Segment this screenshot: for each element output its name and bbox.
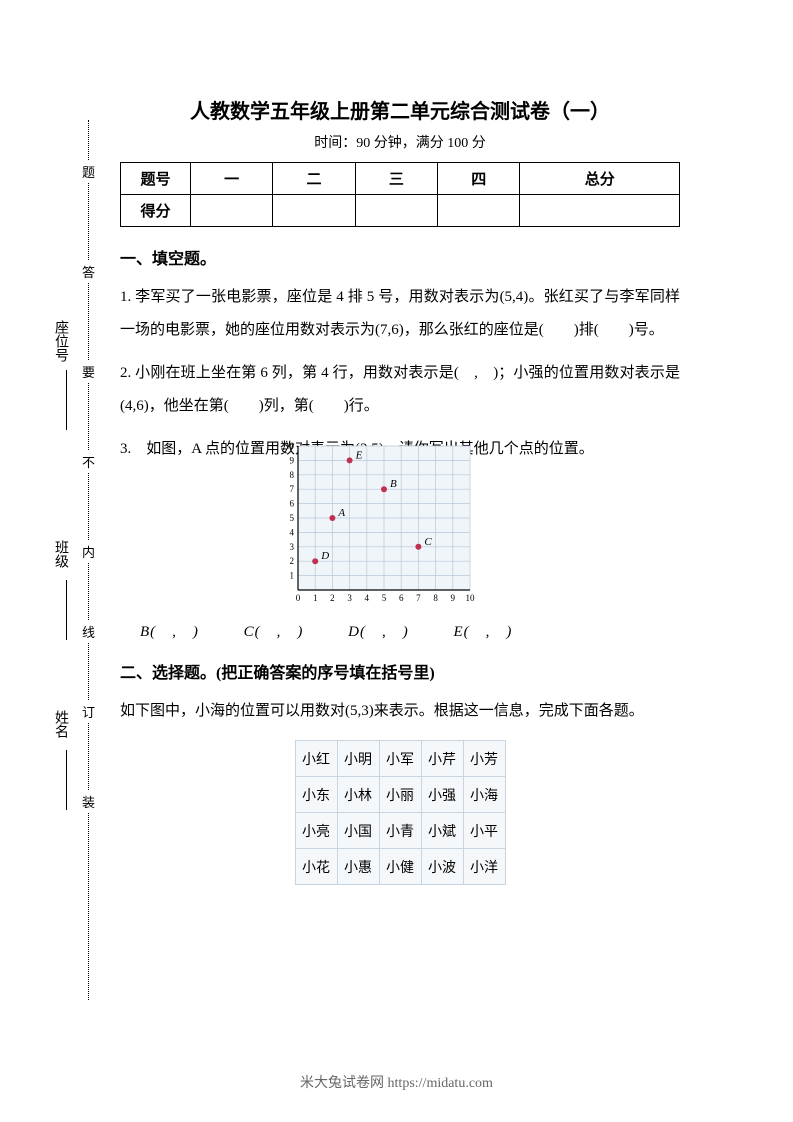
field-name-line bbox=[66, 750, 67, 810]
svg-text:D: D bbox=[320, 550, 329, 562]
table-row: 题号 一 二 三 四 总分 bbox=[121, 163, 680, 195]
table-row: 小花小惠小健小波小洋 bbox=[295, 849, 505, 885]
svg-text:0: 0 bbox=[296, 593, 301, 603]
page-content: 人教数学五年级上册第二单元综合测试卷（一） 时间：90 分钟，满分 100 分 … bbox=[120, 95, 680, 885]
answer-B: B( , ) bbox=[140, 624, 199, 640]
svg-text:E: E bbox=[355, 449, 363, 461]
svg-text:6: 6 bbox=[399, 593, 404, 603]
svg-text:3: 3 bbox=[290, 542, 295, 552]
score-row1-label: 题号 bbox=[121, 163, 191, 195]
seating-cell: 小健 bbox=[379, 849, 421, 885]
svg-text:C: C bbox=[424, 536, 432, 548]
coordinate-grid-chart: 0 1 2 3 4 5 6 7 8 9 10 1 2 3 4 5 6 7 8 9 10 A B C D E bbox=[270, 438, 480, 608]
svg-text:6: 6 bbox=[290, 499, 295, 509]
field-class-line bbox=[66, 580, 67, 640]
question-2: 2. 小刚在班上坐在第 6 列，第 4 行，用数对表示是( , )；小强的位置用… bbox=[120, 357, 680, 423]
svg-text:B: B bbox=[390, 478, 397, 490]
svg-text:10: 10 bbox=[466, 593, 476, 603]
section2-heading: 二、选择题。(把正确答案的序号填在括号里) bbox=[120, 659, 680, 683]
binding-margin: 题 答 要 不 内 线 订 装 座位号 班级 姓名 bbox=[60, 120, 100, 1000]
answer-C: C( , ) bbox=[244, 624, 304, 640]
grid-svg: 0 1 2 3 4 5 6 7 8 9 10 1 2 3 4 5 6 7 8 9 10 A B C D E bbox=[270, 438, 480, 608]
svg-text:5: 5 bbox=[290, 513, 295, 523]
seating-cell: 小红 bbox=[295, 741, 337, 777]
binding-word: 订 bbox=[82, 700, 95, 723]
svg-text:4: 4 bbox=[365, 593, 370, 603]
binding-word: 要 bbox=[82, 360, 95, 383]
binding-word: 不 bbox=[82, 450, 95, 473]
seating-cell: 小花 bbox=[295, 849, 337, 885]
seating-cell: 小东 bbox=[295, 777, 337, 813]
svg-text:9: 9 bbox=[451, 593, 456, 603]
score-cell bbox=[273, 195, 355, 227]
field-seat: 座位号 bbox=[50, 320, 70, 362]
seating-cell: 小芳 bbox=[463, 741, 505, 777]
question-1: 1. 李军买了一张电影票，座位是 4 排 5 号，用数对表示为(5,4)。张红买… bbox=[120, 281, 680, 347]
table-row: 小东小林小丽小强小海 bbox=[295, 777, 505, 813]
seating-cell: 小亮 bbox=[295, 813, 337, 849]
table-row: 小亮小国小青小斌小平 bbox=[295, 813, 505, 849]
answer-E: E( , ) bbox=[453, 624, 512, 640]
seating-cell: 小惠 bbox=[337, 849, 379, 885]
answer-D: D( , ) bbox=[348, 624, 409, 640]
score-cell bbox=[191, 195, 273, 227]
binding-word: 题 bbox=[82, 160, 95, 183]
field-class: 班级 bbox=[50, 540, 70, 568]
seating-cell: 小丽 bbox=[379, 777, 421, 813]
exam-subtitle: 时间：90 分钟，满分 100 分 bbox=[120, 132, 680, 152]
exam-title: 人教数学五年级上册第二单元综合测试卷（一） bbox=[120, 95, 680, 124]
seating-name-grid: 小红小明小军小芹小芳小东小林小丽小强小海小亮小国小青小斌小平小花小惠小健小波小洋 bbox=[295, 740, 506, 885]
seating-cell: 小明 bbox=[337, 741, 379, 777]
seating-cell: 小国 bbox=[337, 813, 379, 849]
seating-cell: 小芹 bbox=[421, 741, 463, 777]
svg-text:A: A bbox=[337, 507, 345, 519]
score-cell bbox=[520, 195, 680, 227]
binding-word: 内 bbox=[82, 540, 95, 563]
score-col: 一 bbox=[191, 163, 273, 195]
binding-word: 答 bbox=[82, 260, 95, 283]
svg-text:1: 1 bbox=[313, 593, 318, 603]
svg-text:1: 1 bbox=[290, 571, 295, 581]
svg-text:10: 10 bbox=[285, 441, 295, 451]
seating-cell: 小强 bbox=[421, 777, 463, 813]
seating-cell: 小平 bbox=[463, 813, 505, 849]
svg-text:3: 3 bbox=[347, 593, 352, 603]
svg-text:7: 7 bbox=[290, 484, 295, 494]
table-row: 得分 bbox=[121, 195, 680, 227]
seating-cell: 小波 bbox=[421, 849, 463, 885]
score-col: 三 bbox=[355, 163, 437, 195]
svg-text:9: 9 bbox=[290, 455, 295, 465]
seating-cell: 小军 bbox=[379, 741, 421, 777]
seating-cell: 小青 bbox=[379, 813, 421, 849]
score-col: 二 bbox=[273, 163, 355, 195]
seating-cell: 小海 bbox=[463, 777, 505, 813]
page-footer: 米大兔试卷网 https://midatu.com bbox=[0, 1072, 793, 1092]
svg-text:8: 8 bbox=[433, 593, 438, 603]
seating-cell: 小洋 bbox=[463, 849, 505, 885]
section2-intro: 如下图中，小海的位置可以用数对(5,3)来表示。根据这一信息，完成下面各题。 bbox=[120, 695, 680, 728]
score-table: 题号 一 二 三 四 总分 得分 bbox=[120, 162, 680, 227]
score-cell bbox=[355, 195, 437, 227]
score-row2-label: 得分 bbox=[121, 195, 191, 227]
seating-cell: 小林 bbox=[337, 777, 379, 813]
svg-text:8: 8 bbox=[290, 470, 295, 480]
field-name: 姓名 bbox=[50, 710, 70, 738]
binding-word: 装 bbox=[82, 790, 95, 813]
score-col: 总分 bbox=[520, 163, 680, 195]
svg-text:2: 2 bbox=[330, 593, 335, 603]
svg-text:2: 2 bbox=[290, 556, 295, 566]
score-col: 四 bbox=[438, 163, 520, 195]
section1-heading: 一、填空题。 bbox=[120, 245, 680, 269]
svg-text:5: 5 bbox=[382, 593, 387, 603]
score-cell bbox=[438, 195, 520, 227]
table-row: 小红小明小军小芹小芳 bbox=[295, 741, 505, 777]
field-seat-line bbox=[66, 370, 67, 430]
seating-cell: 小斌 bbox=[421, 813, 463, 849]
svg-text:7: 7 bbox=[416, 593, 421, 603]
svg-text:4: 4 bbox=[290, 527, 295, 537]
question-3-answer-line: B( , ) C( , ) D( , ) E( , ) bbox=[140, 620, 680, 641]
binding-word: 线 bbox=[82, 620, 95, 643]
